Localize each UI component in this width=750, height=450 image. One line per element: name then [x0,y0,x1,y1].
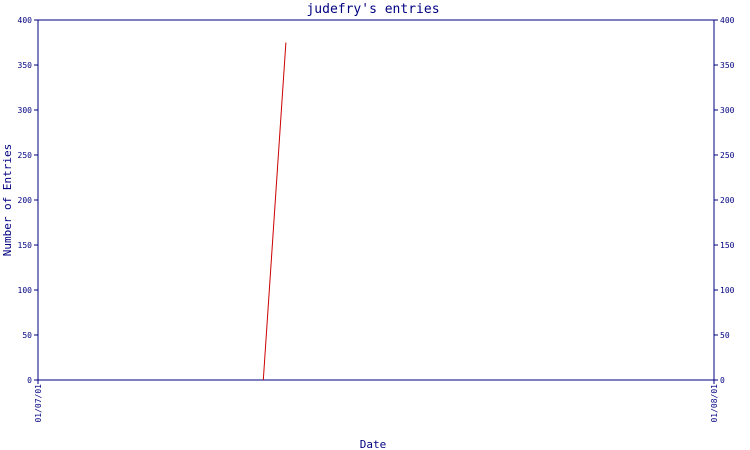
y-tick-label-right: 100 [720,286,735,295]
y-tick-label-left: 150 [18,241,33,250]
plot-frame [37,19,715,381]
y-tick-label-left: 250 [18,151,33,160]
y-tick-label-left: 200 [18,196,33,205]
x-tick-label: 01/07/01 [34,384,43,423]
y-axis-label: Number of Entries [1,144,14,257]
y-tick-label-left: 400 [18,16,33,25]
x-tick-label: 01/08/01 [710,384,719,423]
y-tick-label-right: 350 [720,61,735,70]
series-line [262,42,287,381]
y-tick-label-right: 300 [720,106,735,115]
y-tick-label-right: 400 [720,16,735,25]
y-tick-label-left: 50 [22,331,32,340]
y-tick-label-left: 300 [18,106,33,115]
y-tick-label-right: 50 [720,331,730,340]
chart-title: judefry's entries [306,2,439,17]
y-tick-label-right: 0 [720,376,725,385]
y-tick-label-right: 200 [720,196,735,205]
y-tick-label-right: 250 [720,151,735,160]
y-tick-label-left: 0 [27,376,32,385]
x-axis-label: Date [360,438,387,450]
y-tick-label-right: 150 [720,241,735,250]
series-layer [262,42,287,381]
y-axis-right: 0 50 100 150 200 250 300 350 400 [714,16,735,385]
y-tick-label-left: 350 [18,61,33,70]
y-axis-left: 0 50 100 150 200 250 300 350 400 [18,16,38,385]
x-axis: 01/07/01 01/08/01 [34,380,719,423]
y-tick-label-left: 100 [18,286,33,295]
